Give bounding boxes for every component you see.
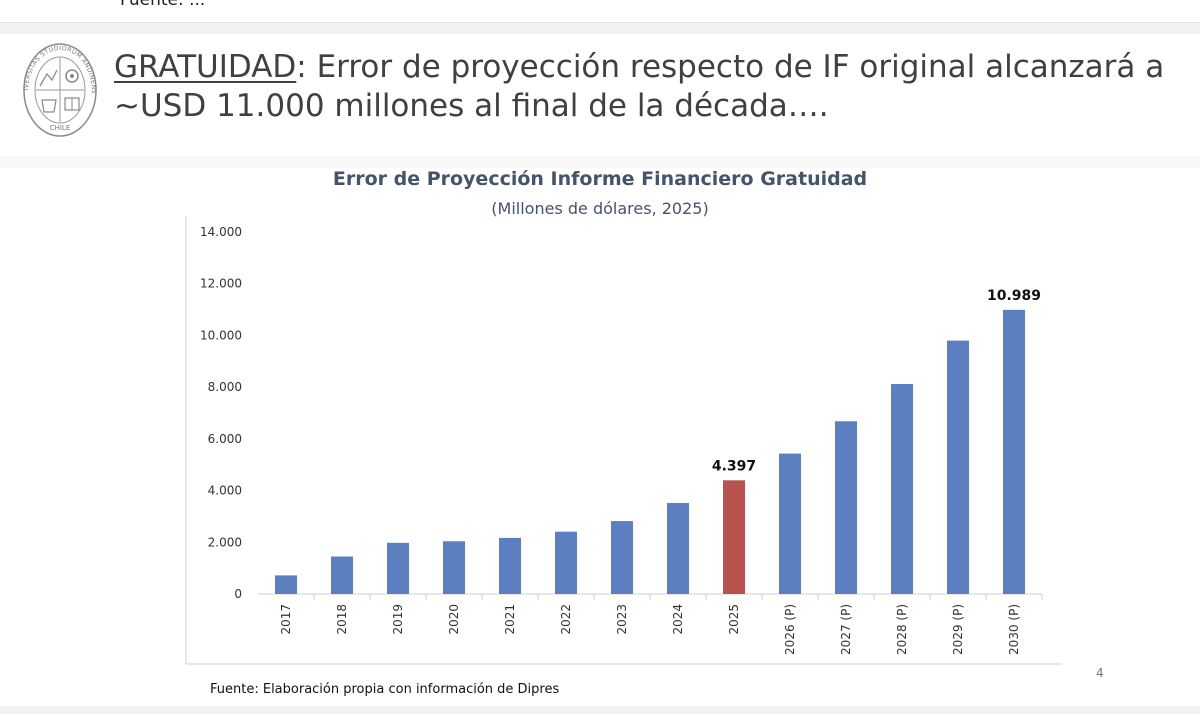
bar-2026-P <box>779 453 801 594</box>
bar-2017 <box>275 575 297 594</box>
x-tick-label: 2019 <box>391 604 405 635</box>
chart-subtitle: (Millones de dólares, 2025) <box>491 199 709 218</box>
previous-slide-text: Fuente: ... <box>120 0 206 10</box>
bar-2023 <box>611 521 633 594</box>
slide-title-keyword: GRATUIDAD <box>114 49 297 85</box>
x-tick-label: 2029 (P) <box>951 604 965 655</box>
next-slide-strip <box>0 714 1200 725</box>
bar-2029-P <box>947 340 969 594</box>
bar-2018 <box>331 556 353 594</box>
slide-title-rest: : Error de proyección respecto de IF ori… <box>114 49 1165 124</box>
x-tick-label: 2024 <box>671 604 685 635</box>
bar-chart: 0 2.000 4.000 6.000 8.000 10.000 12.000 14.000 2… <box>185 216 1062 665</box>
y-tick-label: 8.000 <box>208 380 242 394</box>
x-tick-label: 2022 <box>559 604 573 635</box>
slide-title: GRATUIDAD: Error de proyección respecto … <box>114 48 1174 126</box>
y-tick-label: 10.000 <box>200 328 242 342</box>
seal-bottom-text: CHILE <box>50 124 71 132</box>
bar-2025 <box>723 480 745 594</box>
y-tick-label: 14.000 <box>200 225 242 239</box>
y-tick-label: 0 <box>234 587 242 601</box>
x-tick-label: 2020 <box>447 604 461 635</box>
y-tick-label: 4.000 <box>208 484 242 498</box>
bar-2027-P <box>835 421 857 594</box>
bar-2019 <box>387 542 409 594</box>
chart-area: Error de Proyección Informe Financiero G… <box>0 34 1200 706</box>
x-tick-label: 2017 <box>279 604 293 635</box>
x-tick-label: 2026 (P) <box>783 604 797 655</box>
title-separator <box>0 156 1200 168</box>
source-note: Fuente: Elaboración propia con informaci… <box>210 682 560 697</box>
data-label: 4.397 <box>712 458 756 474</box>
previous-slide-strip: Fuente: ... <box>0 0 1200 23</box>
y-tick-label: 6.000 <box>208 432 242 446</box>
y-tick-label: 2.000 <box>208 535 242 549</box>
bar-2024 <box>667 502 689 594</box>
y-tick-label: 12.000 <box>200 277 242 291</box>
university-seal-icon: UNIVERSITAS STUDIORUM ANDINENSIS CHILE <box>20 42 97 137</box>
data-label: 10.989 <box>987 288 1041 304</box>
bar-2021 <box>499 537 521 594</box>
bar-2022 <box>555 531 577 594</box>
slide: UNIVERSITAS STUDIORUM ANDINENSIS CHILE G… <box>0 34 1200 706</box>
chart-title: Error de Proyección Informe Financiero G… <box>332 168 868 190</box>
x-tick-label: 2027 (P) <box>839 604 853 655</box>
x-tick-label: 2021 <box>503 604 517 635</box>
bar-2030-P <box>1003 309 1025 594</box>
bar-2028-P <box>891 384 913 594</box>
bar-2020 <box>443 541 465 594</box>
x-tick-label: 2018 <box>335 604 349 635</box>
x-tick-label: 2023 <box>615 604 629 635</box>
page-number: 4 <box>1096 666 1104 680</box>
x-tick-label: 2025 <box>727 604 741 635</box>
x-tick-label: 2028 (P) <box>895 604 909 655</box>
x-tick-label: 2030 (P) <box>1007 604 1021 655</box>
